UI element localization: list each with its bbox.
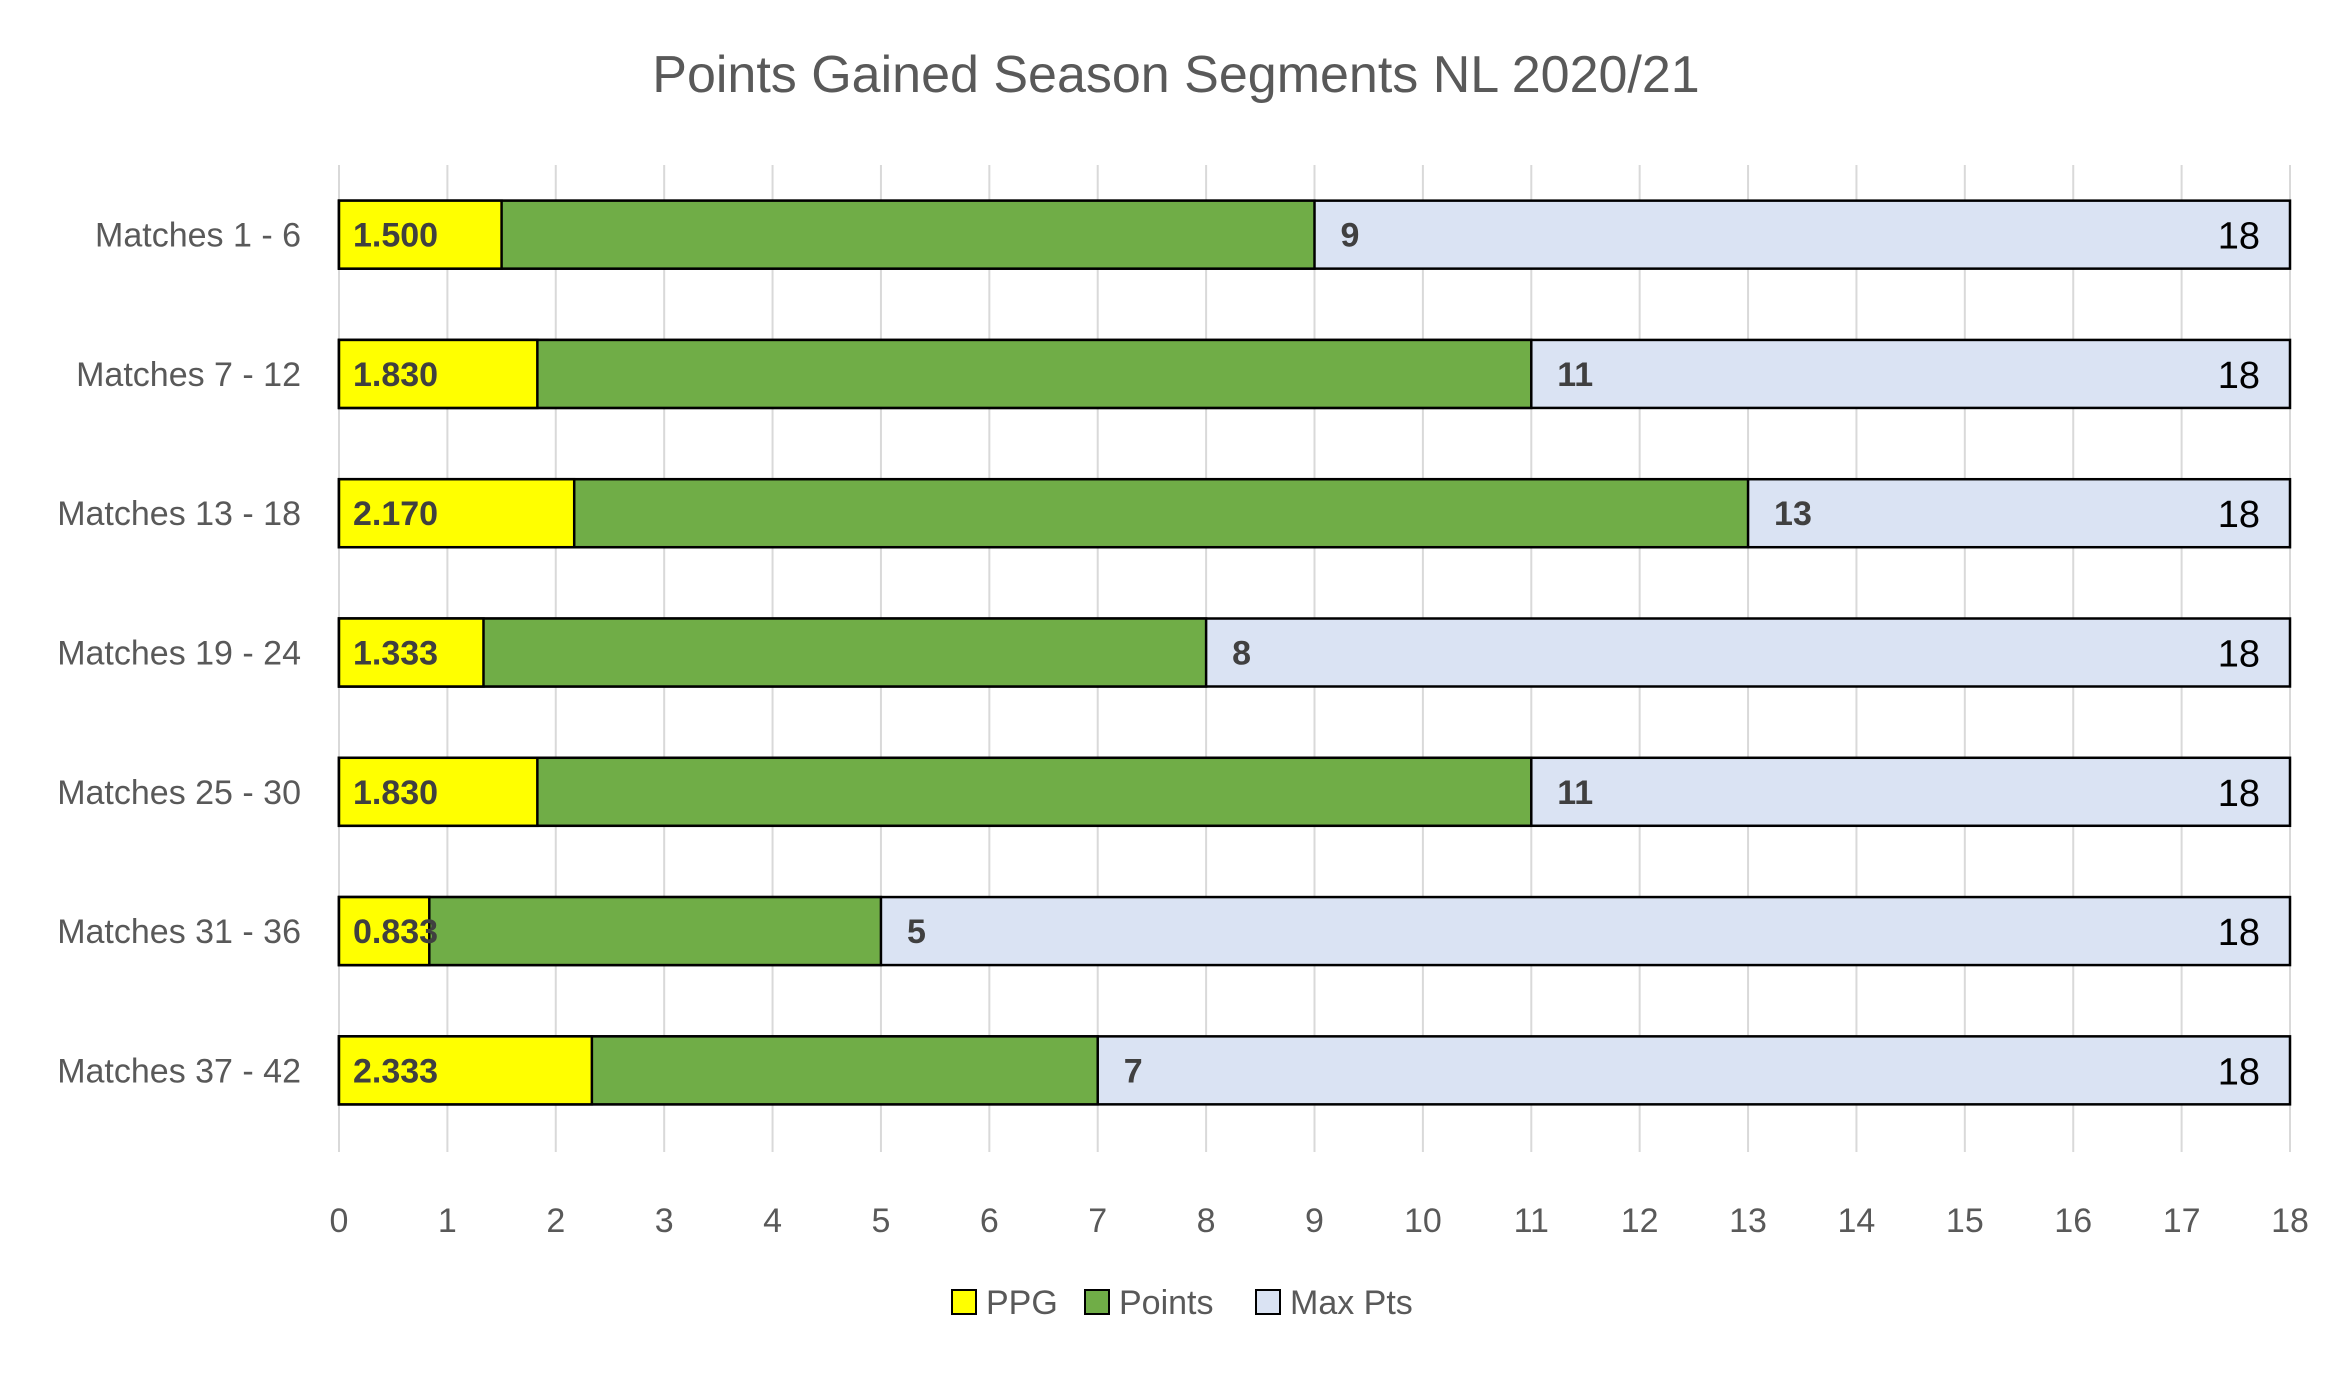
x-tick-label: 3 — [655, 1202, 674, 1240]
x-axis-tick-labels: 0 1 2 3 4 5 6 7 8 9 10 11 12 13 14 15 16 17 18 — [330, 1202, 2309, 1240]
data-label-points: 7 — [1124, 1052, 1143, 1090]
data-label-ppg: 0.833 — [353, 913, 438, 951]
legend-swatch — [1084, 1289, 1110, 1315]
data-label-max-pts: 18 — [2218, 1051, 2260, 1093]
category-label: Matches 7 - 12 — [76, 356, 301, 394]
x-tick-label: 15 — [1946, 1202, 1984, 1240]
data-label-ppg: 2.170 — [353, 495, 438, 533]
data-label-ppg: 1.830 — [353, 356, 438, 394]
chart-title: Points Gained Season Segments NL 2020/21 — [652, 46, 1699, 104]
category-label: Matches 37 - 42 — [57, 1052, 301, 1090]
legend-label: Points — [1119, 1284, 1214, 1322]
x-tick-label: 18 — [2271, 1202, 2309, 1240]
data-label-max-pts: 18 — [2218, 494, 2260, 536]
legend: PPG Points Max Pts — [951, 1284, 1413, 1322]
data-label-max-pts: 18 — [2218, 355, 2260, 397]
data-label-points: 5 — [907, 913, 926, 951]
bar-ppg — [337, 477, 576, 549]
category-labels: Matches 1 - 6 Matches 7 - 12 Matches 13 - … — [57, 217, 301, 1091]
x-tick-label: 16 — [2054, 1202, 2092, 1240]
x-tick-label: 13 — [1729, 1202, 1767, 1240]
bars — [337, 199, 2292, 1106]
category-label: Matches 31 - 36 — [57, 913, 301, 951]
legend-label: Max Pts — [1290, 1284, 1413, 1322]
data-labels: 18 9 1.500 18 11 1.830 18 13 2.170 18 8 1.333 18 11 1.… — [353, 216, 2260, 1094]
legend-swatch — [1255, 1289, 1281, 1315]
x-tick-label: 5 — [871, 1202, 890, 1240]
x-tick-label: 0 — [330, 1202, 349, 1240]
data-label-max-pts: 18 — [2218, 216, 2260, 258]
bar-ppg — [337, 1035, 594, 1106]
legend-swatch — [951, 1289, 977, 1315]
category-label: Matches 19 - 24 — [57, 635, 301, 673]
category-label: Matches 1 - 6 — [95, 217, 301, 255]
bar-ppg — [337, 756, 539, 828]
x-tick-label: 12 — [1621, 1202, 1659, 1240]
x-tick-label: 6 — [980, 1202, 999, 1240]
data-label-max-pts: 18 — [2218, 912, 2260, 954]
x-tick-label: 2 — [546, 1202, 565, 1240]
data-label-ppg: 1.830 — [353, 774, 438, 812]
data-label-ppg: 1.500 — [353, 217, 438, 255]
bar-ppg — [337, 895, 431, 967]
data-label-max-pts: 18 — [2218, 773, 2260, 815]
data-label-points: 11 — [1557, 356, 1593, 394]
data-label-points: 13 — [1774, 495, 1812, 533]
x-tick-label: 14 — [1838, 1202, 1876, 1240]
x-tick-label: 9 — [1305, 1202, 1324, 1240]
bar-ppg — [337, 338, 539, 410]
x-tick-label: 11 — [1514, 1202, 1549, 1240]
x-tick-label: 17 — [2163, 1202, 2201, 1240]
x-tick-label: 1 — [438, 1202, 457, 1240]
category-label: Matches 13 - 18 — [57, 495, 301, 533]
x-tick-label: 7 — [1088, 1202, 1107, 1240]
x-tick-label: 10 — [1404, 1202, 1442, 1240]
legend-label: PPG — [986, 1284, 1058, 1322]
data-label-max-pts: 18 — [2218, 634, 2260, 676]
bar-ppg — [337, 617, 485, 688]
category-label: Matches 25 - 30 — [57, 774, 301, 812]
bar-ppg — [337, 199, 503, 270]
x-tick-label: 4 — [763, 1202, 782, 1240]
data-label-points: 9 — [1341, 217, 1360, 255]
data-label-points: 11 — [1557, 774, 1593, 812]
data-label-points: 8 — [1232, 635, 1251, 673]
x-tick-label: 8 — [1197, 1202, 1216, 1240]
data-label-ppg: 1.333 — [353, 635, 438, 673]
data-label-ppg: 2.333 — [353, 1052, 438, 1090]
